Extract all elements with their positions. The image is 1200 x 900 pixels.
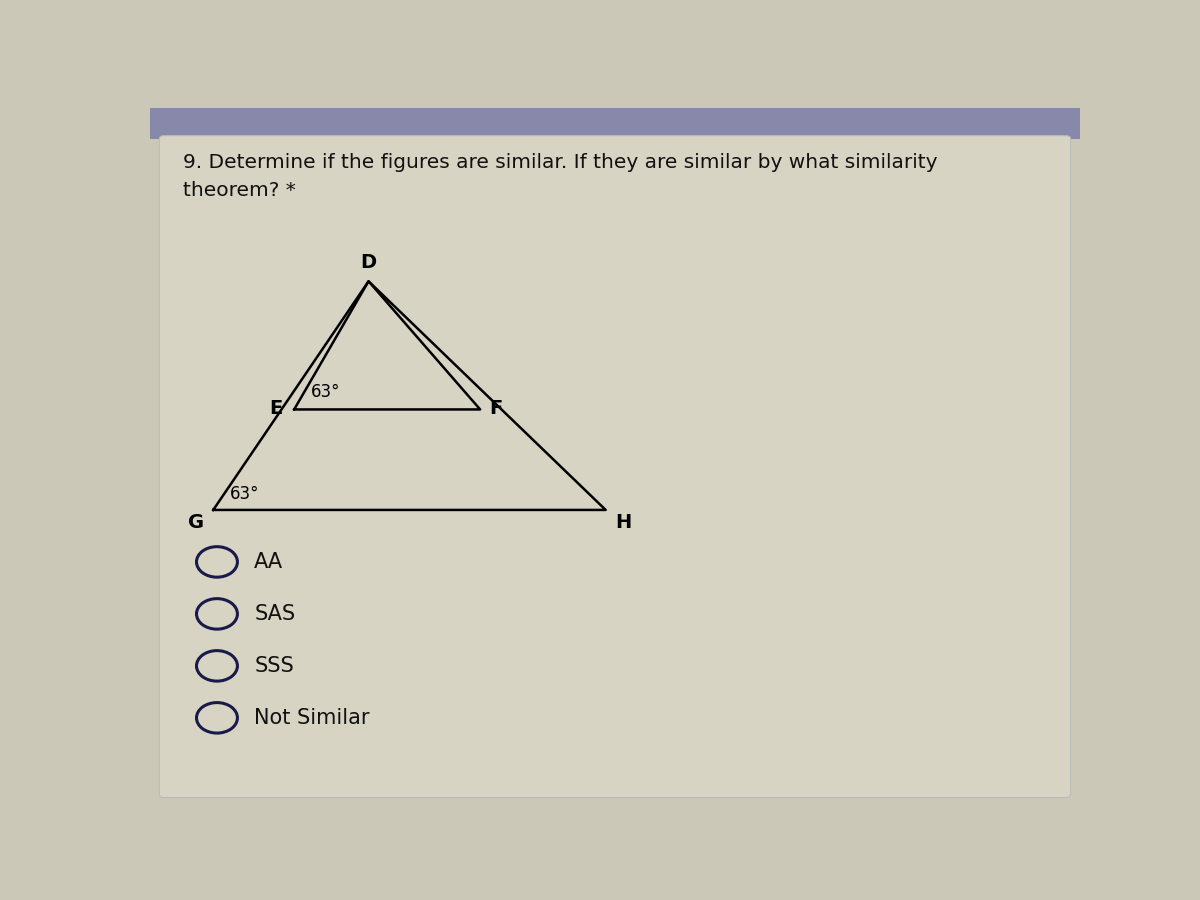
- Text: Not Similar: Not Similar: [254, 707, 370, 728]
- Text: theorem? *: theorem? *: [182, 181, 295, 200]
- Text: D: D: [360, 253, 377, 272]
- Text: E: E: [270, 399, 283, 418]
- Text: 63°: 63°: [311, 383, 341, 401]
- FancyBboxPatch shape: [160, 136, 1070, 797]
- Text: H: H: [616, 513, 631, 533]
- Text: 9. Determine if the figures are similar. If they are similar by what similarity: 9. Determine if the figures are similar.…: [182, 153, 937, 172]
- Text: F: F: [490, 399, 503, 418]
- FancyBboxPatch shape: [150, 108, 1080, 140]
- Text: SSS: SSS: [254, 656, 294, 676]
- Text: G: G: [188, 513, 204, 533]
- Text: SAS: SAS: [254, 604, 295, 624]
- Text: AA: AA: [254, 552, 283, 572]
- Text: 63°: 63°: [230, 485, 259, 503]
